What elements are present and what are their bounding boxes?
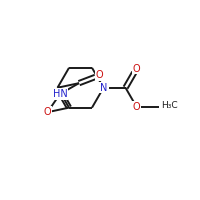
Text: H₃C: H₃C (162, 101, 178, 110)
Text: HN: HN (53, 89, 67, 99)
Text: O: O (133, 64, 140, 74)
Text: O: O (44, 107, 51, 117)
Text: O: O (133, 102, 140, 112)
Text: O: O (96, 70, 103, 80)
Text: N: N (100, 83, 107, 93)
